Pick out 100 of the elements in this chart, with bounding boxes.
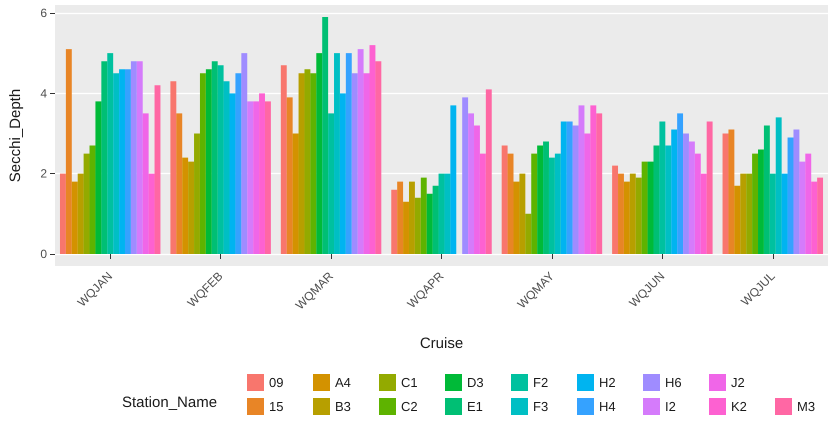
y-tick-label: 6 xyxy=(40,6,48,20)
bar xyxy=(130,61,137,254)
bar xyxy=(438,174,444,254)
bar xyxy=(298,73,304,254)
bar xyxy=(752,154,758,254)
bar xyxy=(408,182,415,254)
bar xyxy=(444,174,450,254)
bar xyxy=(636,178,642,254)
bar xyxy=(420,178,427,254)
legend-title: Station_Name xyxy=(122,394,218,411)
bar xyxy=(694,154,701,254)
bar xyxy=(811,182,818,254)
bar xyxy=(194,133,200,254)
bar xyxy=(113,73,120,254)
bar xyxy=(292,133,299,254)
bar xyxy=(578,105,584,254)
bar xyxy=(212,61,218,254)
bar xyxy=(369,45,376,254)
bar xyxy=(630,174,636,254)
bar xyxy=(340,93,346,254)
bar xyxy=(218,65,224,254)
bar xyxy=(590,105,596,254)
bar xyxy=(241,53,248,254)
bar xyxy=(397,182,404,254)
bar xyxy=(514,182,520,254)
legend-label: C1 xyxy=(401,375,418,390)
bar xyxy=(66,49,72,254)
bar xyxy=(142,113,149,254)
bar xyxy=(746,174,752,254)
legend-label: A4 xyxy=(335,375,351,390)
bar xyxy=(84,154,90,254)
bar xyxy=(793,129,800,254)
legend-label: B3 xyxy=(335,399,351,414)
bar xyxy=(90,146,96,254)
bar xyxy=(519,174,526,254)
bar xyxy=(700,174,707,254)
bar xyxy=(60,174,66,254)
legend-label: J2 xyxy=(731,375,745,390)
bar xyxy=(414,198,421,254)
bar xyxy=(391,190,398,254)
bar xyxy=(671,129,678,254)
bar xyxy=(259,93,265,254)
bar xyxy=(624,182,630,254)
bar xyxy=(101,61,108,254)
bar xyxy=(280,65,287,254)
bar xyxy=(107,53,114,254)
bar xyxy=(740,174,746,254)
bar xyxy=(148,174,155,254)
bar xyxy=(584,133,590,254)
bar xyxy=(618,174,624,254)
y-tick-label: 2 xyxy=(40,166,48,181)
bar xyxy=(136,61,143,254)
bar xyxy=(612,166,618,254)
bar xyxy=(817,178,824,254)
bar xyxy=(235,73,242,254)
bar xyxy=(537,146,544,254)
legend-label: 15 xyxy=(269,399,284,414)
bar xyxy=(450,105,456,254)
legend-label: K2 xyxy=(731,399,747,414)
bar xyxy=(170,81,176,254)
bar xyxy=(328,113,334,254)
legend-label: H2 xyxy=(599,375,616,390)
bar xyxy=(474,125,480,254)
bar xyxy=(188,162,194,254)
bar xyxy=(364,73,370,254)
bar xyxy=(776,117,782,254)
bar xyxy=(253,101,260,254)
bar xyxy=(734,186,740,254)
bar xyxy=(525,214,532,254)
bar xyxy=(432,186,439,254)
bar xyxy=(758,150,764,254)
legend-label: E1 xyxy=(467,399,483,414)
bar xyxy=(648,162,654,254)
bar xyxy=(247,101,254,254)
bar xyxy=(799,162,806,254)
bar xyxy=(95,101,102,254)
bar xyxy=(119,69,125,254)
bar xyxy=(642,162,648,254)
bar xyxy=(206,69,212,254)
y-tick-label: 0 xyxy=(40,246,48,261)
bar xyxy=(566,121,573,254)
bar xyxy=(322,17,328,254)
bar xyxy=(358,49,364,254)
bar xyxy=(560,121,567,254)
bar xyxy=(286,97,293,254)
legend-label: C2 xyxy=(401,399,418,414)
bar xyxy=(154,85,160,254)
legend-label: D3 xyxy=(467,375,484,390)
bar xyxy=(531,154,538,254)
bar xyxy=(468,113,474,254)
bar xyxy=(352,73,358,254)
bar xyxy=(486,89,492,254)
bar xyxy=(722,133,728,254)
bar xyxy=(200,73,206,254)
bar xyxy=(683,133,689,254)
bar xyxy=(176,113,182,254)
bar xyxy=(508,154,514,254)
bar xyxy=(548,158,555,254)
legend-label: I2 xyxy=(665,399,676,414)
bar xyxy=(426,194,433,254)
